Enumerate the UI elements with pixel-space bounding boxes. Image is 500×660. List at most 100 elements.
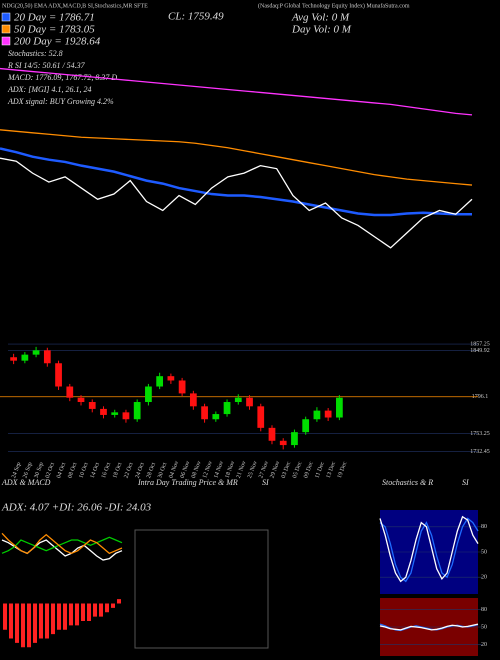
candle-body	[145, 386, 152, 403]
x-tick-label: 21 Nov	[236, 460, 248, 479]
x-tick-label: 30 Oct	[157, 462, 168, 480]
candle-body	[212, 414, 220, 420]
y-tick-label: 1732.45	[470, 449, 490, 455]
series-line	[0, 67, 473, 116]
bar	[63, 603, 67, 630]
legend-entry: 20 Day = 1786.71	[14, 12, 95, 24]
x-tick-label: 16 Oct	[101, 462, 112, 480]
bar	[87, 603, 91, 621]
intraday-title2: SI	[262, 478, 269, 487]
candle-body	[336, 397, 343, 418]
candle-body	[189, 393, 197, 407]
candle-body	[10, 357, 17, 361]
candle-body	[279, 440, 287, 446]
x-tick-label: 25 Nov	[247, 460, 259, 479]
x-tick-label: 02 Oct	[45, 462, 56, 480]
x-tick-label: 08 Oct	[67, 462, 78, 480]
series-line	[379, 515, 479, 583]
intraday-box	[134, 529, 269, 649]
candle-body	[257, 406, 265, 428]
legend-swatch	[1, 12, 11, 22]
series-line	[1, 536, 123, 554]
candle-body	[100, 408, 107, 415]
x-tick-label: 05 Dec	[292, 461, 304, 479]
bar	[21, 603, 25, 648]
x-tick-label: 09 Dec	[303, 461, 315, 479]
candle-body	[302, 419, 310, 433]
bar	[15, 603, 19, 643]
y-tick-label: 1857.25	[470, 341, 490, 347]
day-vol: Day Vol: 0 M	[291, 24, 352, 36]
legend-entry: 200 Day = 1928.64	[14, 36, 101, 48]
x-tick-label: 19 Dec	[337, 461, 349, 479]
y-tick-label: 20	[481, 642, 487, 648]
y-tick-label: 50	[481, 624, 487, 630]
x-tick-label: 06 Nov	[180, 460, 192, 479]
x-tick-label: 08 Nov	[191, 460, 203, 479]
y-tick-label: 1753.25	[470, 431, 490, 437]
x-tick-label: 24 Oct	[135, 462, 146, 480]
x-tick-label: 04 Nov	[168, 460, 180, 479]
candle-body	[77, 397, 85, 403]
bar	[81, 603, 85, 621]
top-line: NDG(20,50) EMA ADX,MACD,B SI,Stochastics…	[2, 2, 148, 9]
intraday-title: Intra Day Trading Price & MR	[137, 478, 238, 487]
y-tick-label: 1796.1	[472, 394, 489, 400]
x-tick-label: 14 Oct	[90, 462, 101, 480]
x-tick-label: 24 Sep	[11, 462, 22, 480]
info-line: Stochastics: 52.8	[8, 49, 63, 58]
panel-title: SI	[462, 478, 469, 487]
x-tick-label: 18 Oct	[112, 462, 123, 480]
y-tick-label: 50	[481, 549, 487, 555]
x-tick-label: 03 Dec	[281, 461, 293, 479]
series-line	[379, 517, 479, 583]
series-line	[0, 129, 473, 186]
x-tick-label: 13 Dec	[326, 461, 338, 479]
candle-body	[122, 412, 130, 420]
series-line	[0, 147, 472, 217]
info-line: MACD: 1776.09, 1767.72, 8.37 D	[7, 73, 117, 82]
series-line	[1, 532, 123, 555]
legend-swatch	[1, 24, 11, 34]
candle-body	[156, 376, 164, 387]
bar	[93, 603, 97, 617]
close: CL: 1759.49	[168, 11, 224, 23]
candle-body	[66, 386, 74, 398]
x-tick-label: 28 Oct	[146, 462, 157, 480]
x-tick-label: 22 Oct	[123, 462, 134, 480]
x-tick-label: 29 Nov	[270, 460, 282, 479]
y-tick-label: 20	[481, 575, 487, 581]
candle-body	[43, 350, 51, 364]
y-tick-label: 1849.92	[470, 348, 490, 354]
bar	[51, 603, 55, 635]
bar	[33, 603, 37, 643]
info-line: ADX: [MGI] 4.1, 26.1, 24	[7, 85, 92, 94]
candle-body	[246, 397, 253, 407]
candle-body	[88, 402, 96, 409]
bar	[57, 603, 61, 630]
series-line	[379, 623, 479, 631]
panel-title: Stochastics & R	[382, 478, 433, 487]
panel-title: ADX & MACD	[1, 478, 51, 487]
candle-body	[21, 354, 29, 361]
bar	[105, 603, 109, 613]
x-tick-label: 14 Nov	[213, 460, 225, 479]
bar	[45, 603, 49, 639]
candle-body	[313, 410, 321, 420]
bar	[3, 603, 7, 630]
bar	[75, 603, 79, 626]
legend-swatch	[1, 36, 11, 46]
bar	[69, 603, 73, 626]
candle-body	[268, 427, 276, 441]
x-tick-label: 27 Nov	[258, 460, 270, 479]
candle-body	[32, 350, 40, 355]
candle-body	[111, 412, 119, 415]
bar	[9, 603, 13, 639]
avg-vol: Avg Vol: 0 M	[291, 12, 350, 24]
x-tick-label: 30 Sep	[34, 462, 45, 480]
y-tick-label: 80	[481, 607, 487, 613]
bar	[39, 603, 43, 639]
bar	[27, 603, 31, 648]
